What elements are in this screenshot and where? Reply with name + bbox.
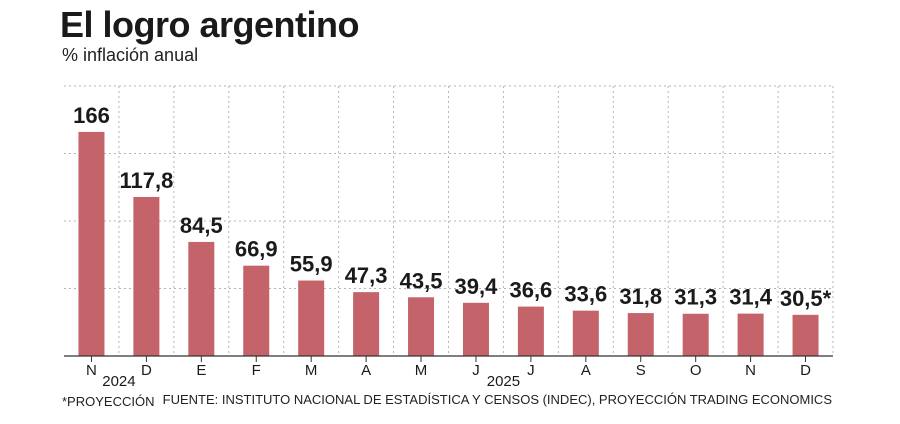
bar bbox=[462, 302, 489, 356]
x-tick-label: A bbox=[361, 362, 371, 379]
value-label: 66,9 bbox=[235, 237, 278, 262]
value-label: 55,9 bbox=[290, 252, 333, 277]
bar bbox=[78, 131, 105, 356]
source-note: FUENTE: INSTITUTO NACIONAL DE ESTADÍSTIC… bbox=[162, 392, 832, 407]
x-tick-label: N bbox=[745, 362, 756, 379]
bar bbox=[572, 310, 599, 356]
x-tick-label: J bbox=[527, 362, 535, 379]
value-label: 117,8 bbox=[119, 168, 173, 193]
value-label: 39,4 bbox=[455, 274, 499, 299]
x-tick-label: M bbox=[305, 362, 318, 379]
value-label: 36,6 bbox=[509, 278, 552, 303]
x-tick-label: F bbox=[252, 362, 261, 379]
x-tick-label: D bbox=[800, 362, 811, 379]
bar bbox=[737, 313, 764, 356]
chart-title: El logro argentino bbox=[60, 4, 360, 45]
x-tick-label: S bbox=[636, 362, 646, 379]
x-tick-label: O bbox=[690, 362, 702, 379]
x-tick-label: J bbox=[472, 362, 480, 379]
bar bbox=[517, 306, 544, 356]
x-tick-label: N bbox=[86, 362, 97, 379]
year-label: 2025 bbox=[487, 373, 520, 390]
value-label: 166 bbox=[73, 103, 110, 128]
x-axis: N D E F M A M J J A S O N D 2024 2025 bbox=[64, 355, 833, 390]
value-label: 84,5 bbox=[180, 213, 223, 238]
x-tick-label: E bbox=[196, 362, 206, 379]
bar bbox=[243, 265, 270, 356]
grid-lines bbox=[64, 85, 834, 356]
bar bbox=[298, 280, 325, 356]
value-label: 33,6 bbox=[564, 282, 607, 307]
value-labels: 166 117,8 84,5 66,9 55,9 47,3 43,5 39,4 36,6 33,6… bbox=[73, 103, 832, 311]
bar bbox=[408, 297, 435, 356]
chart-subtitle: % inflación anual bbox=[62, 45, 199, 65]
bars bbox=[78, 131, 819, 356]
bar bbox=[188, 241, 215, 356]
bar bbox=[792, 314, 819, 356]
value-label: 30,5* bbox=[780, 286, 832, 311]
value-label: 31,3 bbox=[674, 285, 717, 310]
value-label: 31,4 bbox=[729, 285, 773, 310]
bar bbox=[353, 292, 380, 356]
bar bbox=[627, 313, 654, 356]
x-tick-label: A bbox=[581, 362, 591, 379]
year-label: 2024 bbox=[102, 373, 135, 390]
bar bbox=[682, 313, 709, 356]
value-label: 43,5 bbox=[400, 268, 443, 293]
x-tick-label: D bbox=[141, 362, 152, 379]
value-label: 47,3 bbox=[345, 263, 388, 288]
x-tick-label: M bbox=[415, 362, 428, 379]
value-label: 31,8 bbox=[619, 284, 662, 309]
footnote: *PROYECCIÓN bbox=[62, 394, 155, 409]
bar bbox=[133, 196, 160, 356]
